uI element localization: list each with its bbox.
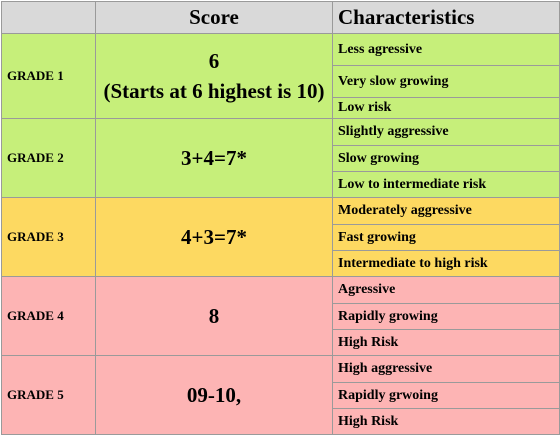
table-row: GRADE 2 3+4=7* Slightly aggressive [1,118,560,198]
table-row: GRADE 4 8 Agressive [1,276,560,356]
grade-score: 8 [95,276,333,356]
score-value: 6 [208,49,220,73]
characteristic-cell: Fast growing [332,224,560,251]
table-row: Intermediate to high risk [2,250,560,277]
table-row: Very slow growing [2,65,560,98]
characteristic-cell: Slightly aggressive [332,118,560,146]
score-note: (Starts at 6 highest is 10) [103,79,325,103]
grade-score: 09-10, [95,355,333,435]
header-row: Score Characteristics [1,1,560,34]
characteristic-cell: Agressive [332,276,560,304]
grade-score: 3+4=7* [95,118,333,198]
grade-label: GRADE 3 [1,197,96,277]
grade-label: GRADE 5 [1,355,96,435]
characteristic-cell: Slow growing [332,145,560,172]
header-score-cell: Score [95,1,333,34]
grade-label: GRADE 2 [1,118,96,198]
characteristic-cell: Very slow growing [332,65,560,98]
characteristic-cell: Intermediate to high risk [332,250,560,277]
characteristic-cell: Less agressive [332,33,560,66]
characteristic-cell: Low to intermediate risk [332,171,560,198]
characteristic-cell: Rapidly growing [332,303,560,330]
characteristic-cell: Moderately aggressive [332,197,560,225]
header-characteristics-cell: Characteristics [332,1,560,34]
characteristic-cell: High Risk [332,329,560,356]
table-row: Rapidly growing [2,303,560,330]
table-row: GRADE 5 09-10, High aggressive [1,355,560,435]
header-grade-cell [1,1,96,34]
table-row: Slow growing [2,145,560,172]
table-row: Fast growing [2,224,560,251]
table-row: Low risk [2,97,560,119]
table-row: GRADE 3 4+3=7* Moderately aggressive [1,197,560,277]
table-row: Low to intermediate risk [2,171,560,198]
grade-score: 4+3=7* [95,197,333,277]
characteristic-cell: Rapidly grwoing [332,382,560,409]
table-row: High Risk [2,408,560,435]
grade-label: GRADE 1 [1,33,96,119]
grade-label: GRADE 4 [1,276,96,356]
characteristic-cell: High Risk [332,408,560,435]
grade-score: 6 (Starts at 6 highest is 10) [95,33,333,119]
table-row: Rapidly grwoing [2,382,560,409]
characteristic-cell: High aggressive [332,355,560,383]
table-row: GRADE 1 6 (Starts at 6 highest is 10) Le… [1,33,560,119]
characteristic-cell: Low risk [332,97,560,119]
